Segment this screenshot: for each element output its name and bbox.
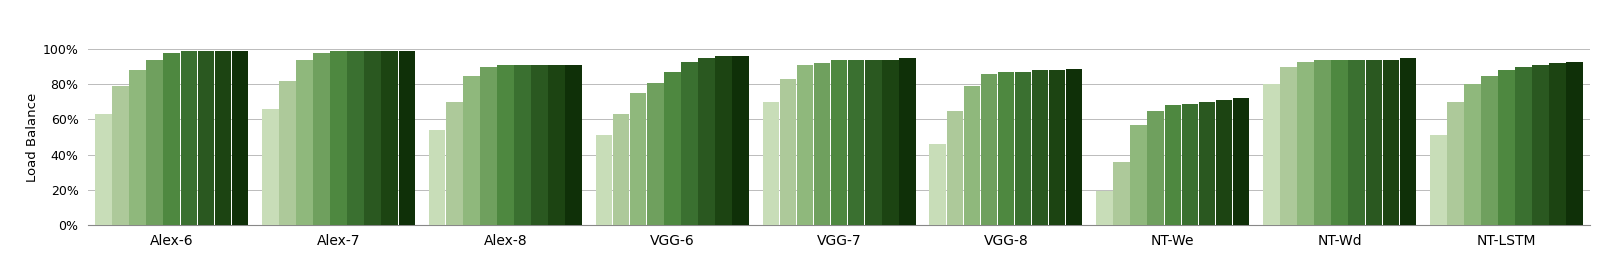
Bar bbox=[565, 65, 581, 225]
Bar bbox=[595, 135, 612, 225]
Bar bbox=[1066, 68, 1082, 225]
Bar bbox=[547, 65, 565, 225]
Bar bbox=[778, 79, 796, 225]
Bar bbox=[215, 51, 231, 225]
Bar bbox=[498, 65, 514, 225]
Bar bbox=[231, 51, 249, 225]
Bar bbox=[347, 51, 364, 225]
Bar bbox=[279, 81, 295, 225]
Bar bbox=[1263, 84, 1279, 225]
Bar bbox=[732, 56, 748, 225]
Bar bbox=[429, 130, 445, 225]
Bar bbox=[480, 67, 496, 225]
Bar bbox=[112, 86, 128, 225]
Bar bbox=[95, 114, 112, 225]
Bar bbox=[364, 51, 380, 225]
Bar bbox=[1464, 84, 1480, 225]
Bar bbox=[331, 51, 347, 225]
Bar bbox=[446, 102, 462, 225]
Bar bbox=[1348, 60, 1364, 225]
Bar bbox=[295, 60, 313, 225]
Bar bbox=[963, 86, 979, 225]
Bar bbox=[164, 53, 180, 225]
Bar bbox=[1382, 60, 1398, 225]
Bar bbox=[1215, 100, 1231, 225]
Bar bbox=[1297, 62, 1313, 225]
Y-axis label: Load Balance: Load Balance bbox=[26, 92, 39, 182]
Bar bbox=[1549, 63, 1565, 225]
Bar bbox=[796, 65, 812, 225]
Bar bbox=[899, 58, 915, 225]
Bar bbox=[1112, 162, 1130, 225]
Bar bbox=[762, 102, 778, 225]
Bar bbox=[531, 65, 547, 225]
Bar bbox=[647, 83, 663, 225]
Bar bbox=[1096, 191, 1112, 225]
Bar bbox=[1148, 111, 1164, 225]
Bar bbox=[681, 62, 697, 225]
Bar bbox=[814, 63, 830, 225]
Bar bbox=[1279, 67, 1295, 225]
Bar bbox=[262, 109, 279, 225]
Bar bbox=[1181, 104, 1197, 225]
Bar bbox=[313, 53, 329, 225]
Bar bbox=[1398, 58, 1416, 225]
Bar bbox=[514, 65, 530, 225]
Bar bbox=[714, 56, 732, 225]
Bar bbox=[1331, 60, 1347, 225]
Bar bbox=[398, 51, 414, 225]
Bar bbox=[1480, 76, 1497, 225]
Bar bbox=[945, 111, 963, 225]
Bar bbox=[1515, 67, 1531, 225]
Bar bbox=[180, 51, 197, 225]
Bar bbox=[613, 114, 629, 225]
Bar bbox=[1130, 125, 1146, 225]
Bar bbox=[146, 60, 162, 225]
Bar bbox=[1531, 65, 1547, 225]
Bar bbox=[1497, 70, 1514, 225]
Bar bbox=[1313, 60, 1331, 225]
Bar bbox=[382, 51, 398, 225]
Bar bbox=[1428, 135, 1446, 225]
Bar bbox=[1233, 98, 1249, 225]
Bar bbox=[629, 93, 647, 225]
Bar bbox=[1565, 62, 1583, 225]
Bar bbox=[1048, 70, 1064, 225]
Bar bbox=[1364, 60, 1382, 225]
Bar bbox=[663, 72, 681, 225]
Bar bbox=[881, 60, 899, 225]
Bar bbox=[698, 58, 714, 225]
Bar bbox=[929, 144, 945, 225]
Bar bbox=[830, 60, 847, 225]
Bar bbox=[847, 60, 863, 225]
Bar bbox=[130, 70, 146, 225]
Bar bbox=[1164, 105, 1180, 225]
Bar bbox=[197, 51, 213, 225]
Bar bbox=[462, 76, 480, 225]
Bar bbox=[1030, 70, 1048, 225]
Bar bbox=[1014, 72, 1030, 225]
Bar bbox=[1197, 102, 1215, 225]
Bar bbox=[997, 72, 1014, 225]
Bar bbox=[1446, 102, 1462, 225]
Bar bbox=[981, 74, 997, 225]
Bar bbox=[865, 60, 881, 225]
